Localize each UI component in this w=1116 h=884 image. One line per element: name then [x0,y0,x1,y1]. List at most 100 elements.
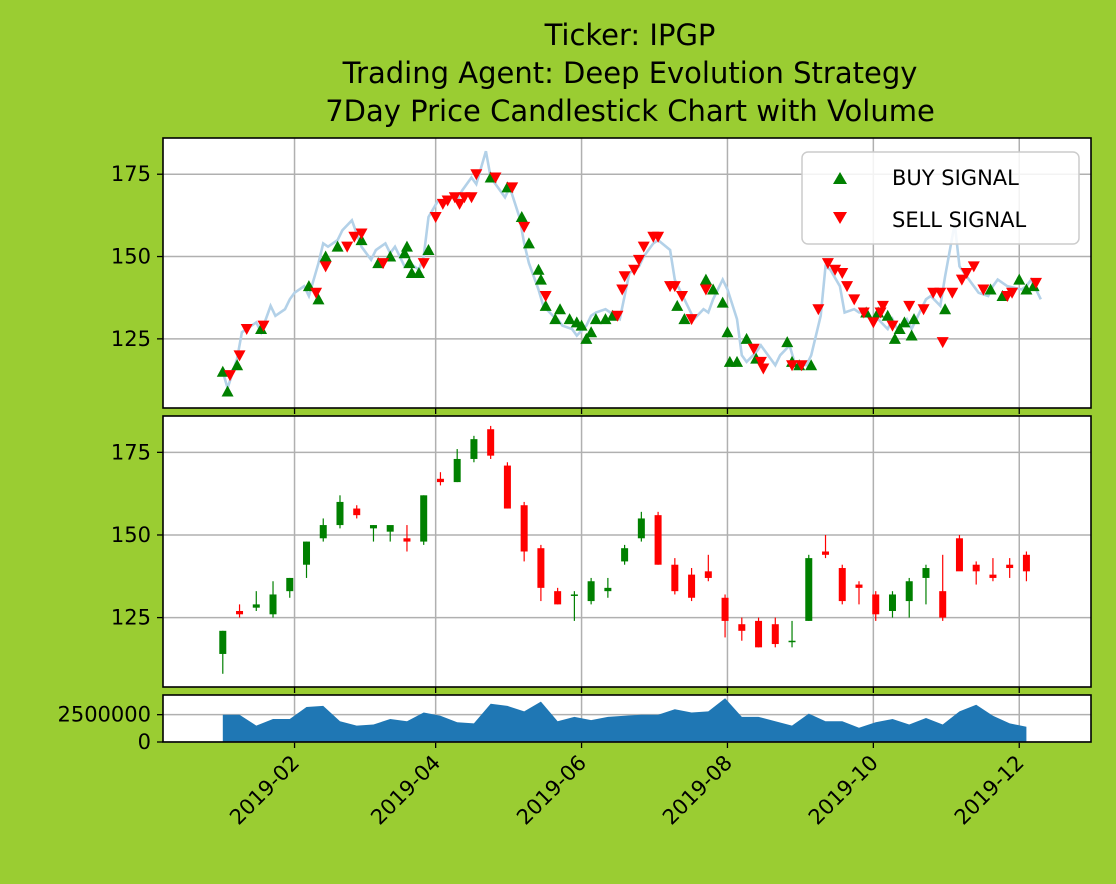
sell-signal-marker [223,370,236,382]
buy-signal-marker [422,243,435,255]
buy-signal-marker [678,313,691,325]
sell-signal-marker [829,264,842,276]
candle-body [369,525,377,529]
sell-signal-marker [934,287,947,299]
candle-body [219,630,227,654]
panel-3-ytick-label: 0 [138,730,151,754]
sell-signal-marker [441,195,454,207]
sell-signal-marker [668,281,681,293]
sell-signal-marker [429,212,442,224]
candle-body [721,597,729,621]
sell-signal-marker [699,284,712,296]
buy-signal-marker [721,326,734,338]
candle-body [872,594,880,615]
panel-1-ytick-label: 150 [111,245,151,269]
candle-body [1006,564,1014,569]
buy-signal-marker [1013,273,1026,285]
sell-signal-marker [967,261,980,273]
candle-body [654,515,662,565]
x-tick-label: 2019-04 [366,751,445,830]
buy-signal-marker [216,365,229,377]
candle-body [252,604,260,608]
legend-box [801,151,1080,245]
sell-signal-marker [453,198,466,210]
candle-body [336,501,344,526]
candle-body [520,505,528,552]
buy-signal-marker [532,263,545,275]
buy-signal-marker [515,211,528,223]
candle-body [1022,554,1030,572]
sell-signal-marker [876,300,889,312]
legend-sell-marker [833,212,847,224]
candle-body [537,548,545,588]
buy-signal-marker [398,247,411,259]
candle-body [989,574,997,578]
panel-1-ytick-label: 175 [111,162,151,186]
candle-body [503,465,511,509]
candle-body [621,548,629,562]
volume-area [222,698,1027,742]
legend: BUY SIGNAL SELL SIGNAL [801,151,1080,245]
legend-buy-label: BUY SIGNAL [892,166,1019,190]
sell-signal-marker [747,343,760,355]
buy-signal-marker [522,237,535,249]
sell-signal-marker [377,258,390,270]
sell-signal-marker [841,281,854,293]
sell-signal-marker [319,261,332,273]
sell-signal-marker [465,192,478,204]
candle-body [470,439,478,459]
candle-body [972,564,980,572]
sell-signal-marker [637,241,650,253]
buy-signal-marker [781,336,794,348]
candle-body [303,541,311,565]
buy-signal-marker [731,355,744,367]
sell-signal-marker [355,228,368,240]
buy-signal-marker [1027,280,1040,292]
x-tick-label: 2019-08 [658,751,737,830]
sell-signal-marker [757,363,770,375]
sell-signal-marker [233,350,246,362]
candle-body [738,624,746,631]
sell-signal-marker [685,314,698,326]
candle-body [487,429,495,456]
panel-2-ytick-label: 175 [111,440,151,464]
sell-signal-marker [240,323,253,335]
sell-signal-marker [754,356,767,368]
sell-signal-marker [348,231,361,243]
sell-signal-marker [257,320,270,332]
candle-body [403,538,411,542]
buy-signal-marker [539,299,552,311]
sell-signal-marker [506,182,519,194]
volume-panel: 0 2500000 [57,694,1092,754]
candle-body [888,594,896,611]
candle-body [755,620,763,648]
buy-signal-marker [312,293,325,305]
buy-signal-marker [984,283,997,295]
sell-signal-marker [652,231,665,243]
sell-signal-marker [946,287,959,299]
candle-body [671,564,679,592]
candle-body [319,525,327,539]
sell-signal-marker [886,320,899,332]
sell-signal-marker [341,241,354,253]
legend-buy-marker [833,172,847,184]
buy-signal-marker [589,313,602,325]
panel-1-border [162,137,1092,409]
buy-signal-marker [888,332,901,344]
buy-signal-marker [319,250,332,262]
buy-signal-marker [331,240,344,252]
candle-body [905,581,913,602]
sell-signal-marker [867,317,880,329]
buy-signal-marker [939,303,952,315]
buy-signal-marker [881,309,894,321]
buy-signal-marker [893,322,906,334]
sell-signal-marker [812,304,825,316]
sell-signal-marker [448,192,461,204]
sell-signal-marker [977,284,990,296]
buy-signal-marker [898,316,911,328]
candle-body [436,478,444,483]
buy-signal-marker [575,319,588,331]
x-tick-label: 2019-02 [225,751,304,830]
buy-signal-marker [671,299,684,311]
buy-signal-marker [554,303,567,315]
